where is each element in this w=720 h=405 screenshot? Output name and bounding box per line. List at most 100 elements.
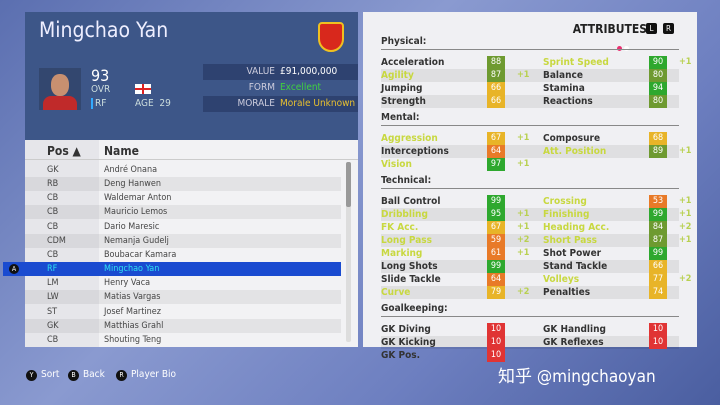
attribute-label: GK Handling [543, 324, 606, 335]
attribute-label: Curve [381, 287, 411, 298]
player-name: Mingchao Yan [39, 18, 169, 42]
row-position: CB [47, 221, 59, 232]
attribute-boost: +2 [679, 274, 692, 284]
r-button-icon[interactable]: R [663, 23, 674, 34]
attributes-title: ATTRIBUTES [572, 22, 647, 36]
attribute-label: Stand Tackle [543, 261, 608, 272]
attribute-value: 64 [487, 273, 505, 286]
attribute-label: Crossing [543, 196, 587, 207]
section-header: Goalkeeping: [381, 303, 679, 317]
table-row[interactable]: LM Henry Vaca [25, 276, 341, 290]
attribute-label: Long Pass [381, 235, 432, 246]
sort-button-icon[interactable]: Y [26, 370, 37, 381]
attribute-label: Vision [381, 159, 412, 170]
attribute-label: Volleys [543, 274, 580, 285]
attribute-row: Strength 66 Reactions 80 [381, 95, 679, 108]
table-row[interactable]: GK Matthias Grahl [25, 318, 341, 333]
attribute-value: 99 [649, 247, 667, 260]
overall-label: OVR [91, 84, 111, 95]
age-value: 29 [159, 98, 171, 109]
attribute-value: 99 [649, 208, 667, 221]
attribute-value: 80 [649, 69, 667, 82]
table-row[interactable]: LW Matias Vargas [25, 290, 341, 305]
attribute-label: Dribbling [381, 209, 428, 220]
table-row[interactable]: GK André Onana [25, 163, 341, 177]
info-key: FORM [248, 82, 275, 93]
a-button-icon: A [9, 264, 19, 275]
attribute-boost: +1 [679, 57, 692, 67]
attribute-label: GK Kicking [381, 337, 436, 348]
table-row[interactable]: CB Dario Maresic [25, 220, 341, 234]
table-row[interactable]: CDM Nemanja Gudelj [25, 233, 341, 248]
l-button-icon[interactable]: L [646, 23, 657, 34]
attribute-value: 68 [649, 132, 667, 145]
attribute-value: 64 [487, 145, 505, 158]
row-position: CB [47, 193, 59, 204]
attribute-row: Interceptions 64 Att. Position 89 +1 [381, 145, 691, 158]
attribute-value: 77 [649, 273, 667, 286]
back-button-icon[interactable]: B [68, 370, 79, 381]
attribute-label: Att. Position [543, 146, 607, 157]
attribute-label: Stamina [543, 83, 585, 94]
table-row[interactable]: CB Boubacar Kamara [25, 248, 341, 262]
attribute-value: 87 [487, 69, 505, 82]
table-row[interactable]: A RF Mingchao Yan [3, 262, 341, 277]
player-bio-button-icon[interactable]: R [116, 370, 127, 381]
attribute-value: 74 [649, 286, 667, 299]
attribute-value: 66 [649, 260, 667, 273]
row-position: CB [47, 249, 59, 260]
attribute-label: GK Reflexes [543, 337, 604, 348]
row-position: GK [47, 165, 59, 175]
attribute-label: GK Pos. [381, 350, 421, 361]
row-name: Deng Hanwen [104, 179, 161, 190]
attribute-value: 79 [487, 286, 505, 299]
attribute-value: 10 [487, 349, 505, 362]
row-name: Mingchao Yan [104, 264, 160, 275]
scrollbar[interactable] [346, 162, 351, 342]
player-bio-button[interactable]: Player Bio [131, 369, 177, 380]
attribute-value: 97 [487, 158, 505, 171]
attribute-row: Dribbling 95 +1 Finishing 99 +1 [381, 208, 691, 221]
attribute-label: Short Pass [543, 235, 598, 246]
attribute-label: Marking [381, 248, 423, 259]
info-key: VALUE [246, 66, 275, 77]
row-name: Matthias Grahl [104, 320, 164, 331]
row-name: Nemanja Gudelj [104, 235, 169, 246]
back-button[interactable]: Back [83, 369, 105, 380]
age-label: AGE [135, 98, 154, 109]
attribute-label: Reactions [543, 96, 593, 107]
attribute-row: Long Pass 59 +2 Short Pass 87 +1 [381, 234, 691, 247]
row-position: ST [47, 306, 58, 317]
squad-list: Pos ▲ Name GK André Onana RB Deng Hanwen CB W… [3, 140, 358, 347]
attribute-row: GK Kicking 10 GK Reflexes 10 [381, 336, 679, 349]
attribute-boost: +2 [517, 235, 530, 245]
sort-button[interactable]: Sort [41, 369, 60, 380]
section-header: Physical: [381, 36, 679, 50]
attribute-boost: +1 [517, 133, 530, 143]
attribute-label: Long Shots [381, 261, 438, 272]
player-position: RF [91, 98, 106, 109]
table-row[interactable]: CB Mauricio Lemos [25, 205, 341, 220]
attribute-label: Shot Power [543, 248, 602, 259]
club-crest-icon [318, 22, 344, 52]
attribute-value: 66 [487, 82, 505, 95]
row-name: Boubacar Kamara [104, 249, 177, 260]
table-row[interactable]: ST Josef Martinez [25, 305, 341, 319]
attribute-value: 53 [649, 195, 667, 208]
table-row[interactable]: RB Deng Hanwen [25, 177, 341, 192]
england-flag-icon [135, 84, 151, 94]
attribute-value: 59 [487, 234, 505, 247]
info-value: Excellent [280, 82, 322, 93]
attribute-boost: +1 [679, 196, 692, 206]
section-header: Technical: [381, 175, 679, 189]
name-column-header[interactable]: Name [104, 144, 139, 158]
row-position: RF [47, 264, 58, 275]
info-value: £91,000,000 [280, 66, 338, 77]
table-row[interactable]: CB Shouting Teng [25, 333, 341, 347]
section-header: Mental: [381, 112, 679, 126]
attribute-value: 88 [487, 56, 505, 69]
attribute-label: Jumping [381, 83, 423, 94]
table-row[interactable]: CB Waldemar Anton [25, 191, 341, 205]
row-position: LM [47, 278, 59, 289]
pos-column-header[interactable]: Pos ▲ [47, 144, 81, 158]
